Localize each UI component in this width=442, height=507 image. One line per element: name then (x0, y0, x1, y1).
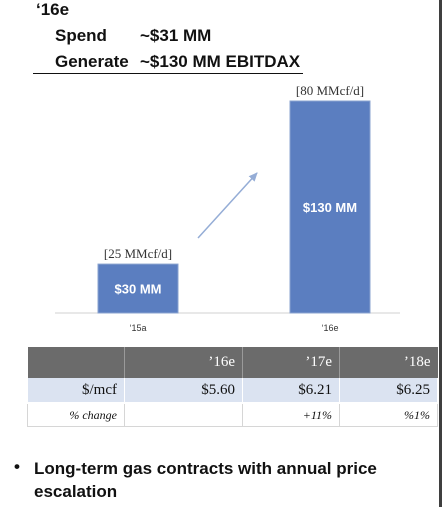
bar-callout-0: [25 MMcf/d] (104, 246, 172, 261)
header-rule (33, 73, 303, 74)
growth-arrow (197, 172, 258, 239)
table-row: % change +11% %1% (27, 402, 438, 427)
header-cell-18e: ’18e (339, 347, 438, 378)
cell-value (124, 402, 243, 427)
x-tick-label-0: ‘15a (129, 323, 146, 333)
bar-value-label-1: $130 MM (303, 200, 357, 215)
row-label-mcf: $/mcf (27, 378, 125, 404)
spend-value: ~$31 MM (140, 26, 212, 45)
price-table: ’16e ’17e ’18e $/mcf $5.60 $6.21 $6.25 %… (27, 347, 438, 427)
header-cell-empty (27, 347, 125, 378)
row-label-change: % change (27, 402, 125, 427)
table-row: $/mcf $5.60 $6.21 $6.25 (27, 378, 438, 404)
generate-label: Generate (55, 52, 129, 71)
x-tick-label-1: ‘16e (321, 323, 338, 333)
bullet-marker: • (14, 457, 20, 476)
header-cell-17e: ’17e (242, 347, 340, 378)
cell-value: %1% (339, 402, 438, 427)
cell-value: $6.25 (339, 378, 438, 404)
spend-label: Spend (55, 26, 107, 45)
generate-value: ~$130 MM EBITDAX (140, 52, 301, 71)
bullet-text: Long-term gas contracts with annual pric… (34, 459, 377, 501)
ebitdax-bar-chart: $30 MM [25 MMcf/d] ‘15a $130 MM [80 MMcf/d] ‘… (55, 83, 400, 333)
cell-value: +11% (242, 402, 340, 427)
header-year: ‘16e (36, 0, 70, 19)
bar-callout-1: [80 MMcf/d] (296, 83, 364, 98)
bar-1 (289, 100, 371, 314)
bar-0 (97, 263, 179, 314)
header-cell-16e: ’16e (124, 347, 243, 378)
bar-value-label-0: $30 MM (115, 282, 162, 297)
price-table-header-row: ’16e ’17e ’18e (27, 347, 438, 378)
cell-value: $6.21 (242, 378, 340, 404)
slide-right-border (439, 0, 442, 507)
cell-value: $5.60 (124, 378, 243, 404)
